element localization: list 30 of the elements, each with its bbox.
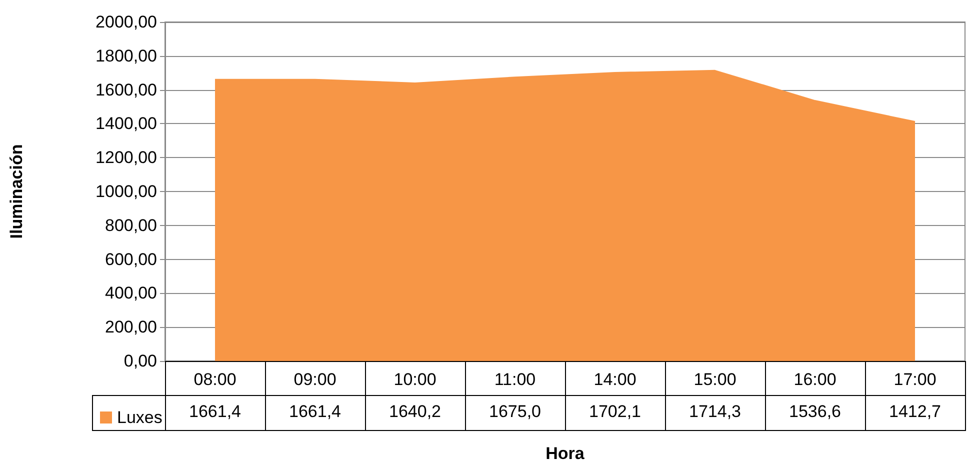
y-axis-title: Iluminación	[7, 144, 26, 239]
data-label: 1412,7	[888, 402, 942, 422]
y-tick-label: 400,00	[105, 284, 157, 303]
data-label: 1675,0	[488, 402, 542, 422]
x-tick-label: 16:00	[794, 370, 836, 389]
y-tick-label: 1800,00	[96, 46, 157, 66]
data-label: 1714,3	[688, 402, 742, 422]
x-tick-label: 11:00	[494, 370, 536, 389]
x-tick-label: 10:00	[394, 370, 436, 389]
y-tick-label: 600,00	[105, 250, 157, 269]
x-tick-label: 09:00	[294, 370, 336, 389]
data-label: 1702,1	[588, 402, 642, 422]
x-tick-label: 14:00	[594, 370, 636, 389]
data-label: 1661,4	[288, 402, 342, 422]
y-tick-label: 1000,00	[96, 182, 157, 201]
x-tick-label: 15:00	[694, 370, 736, 389]
y-tick-label: 1600,00	[96, 80, 157, 100]
data-label: 1640,2	[388, 402, 442, 422]
data-label: 1536,6	[788, 402, 842, 422]
y-tick-label: 2000,00	[96, 12, 157, 32]
x-axis-title: Hora	[546, 444, 585, 463]
y-tick-label: 200,00	[105, 318, 157, 337]
legend-label: Luxes	[117, 408, 162, 427]
y-tick-label: 1400,00	[96, 114, 157, 134]
x-tick-label: 08:00	[194, 370, 236, 389]
y-tick-label: 1200,00	[96, 148, 157, 168]
x-tick-label: 17:00	[894, 370, 936, 389]
y-tick-label: 800,00	[105, 216, 157, 235]
data-label: 1661,4	[188, 402, 242, 422]
y-tick-label: 0,00	[124, 352, 157, 370]
